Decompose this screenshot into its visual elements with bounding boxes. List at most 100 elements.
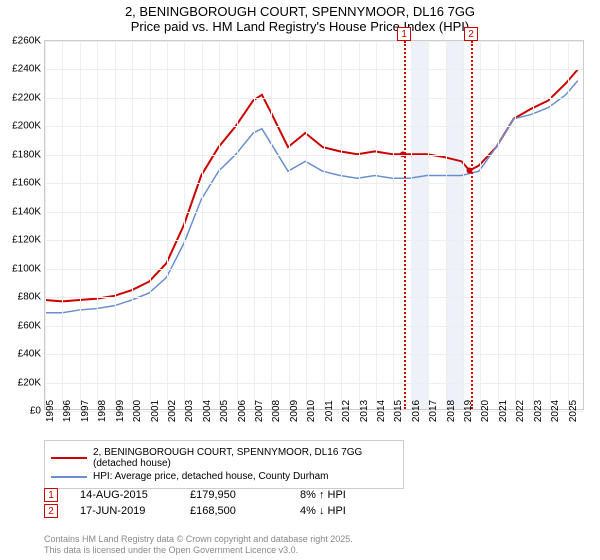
x-axis-label: 2005 — [219, 400, 230, 422]
gridline-vertical — [45, 41, 46, 409]
x-axis-label: 2024 — [550, 400, 561, 422]
gridline-vertical — [237, 41, 238, 409]
y-axis-label: £100K — [12, 263, 41, 274]
sale-marker-line — [404, 41, 406, 409]
sale-row: 1 14-AUG-2015£179,9508% ↑ HPI — [44, 488, 346, 502]
gridline-vertical — [254, 41, 255, 409]
footer-attribution: Contains HM Land Registry data © Crown c… — [44, 534, 353, 556]
x-axis-label: 1999 — [115, 400, 126, 422]
x-axis-label: 2003 — [184, 400, 195, 422]
x-axis-label: 2018 — [446, 400, 457, 422]
gridline-vertical — [568, 41, 569, 409]
gridline-vertical — [446, 41, 447, 409]
sale-row-marker: 2 — [44, 504, 58, 518]
x-axis-label: 2010 — [306, 400, 317, 422]
gridline-vertical — [202, 41, 203, 409]
footer-line-2: This data is licensed under the Open Gov… — [44, 545, 353, 556]
x-axis-label: 2022 — [515, 400, 526, 422]
x-axis-label: 2009 — [289, 400, 300, 422]
y-axis-label: £0 — [30, 406, 41, 417]
y-axis-label: £180K — [12, 149, 41, 160]
gridline-vertical — [62, 41, 63, 409]
legend-label: HPI: Average price, detached house, Coun… — [93, 471, 329, 482]
x-axis-label: 1997 — [80, 400, 91, 422]
legend-swatch — [51, 476, 87, 478]
sale-price: £168,500 — [190, 505, 300, 517]
y-axis-label: £20K — [18, 377, 41, 388]
gridline-vertical — [167, 41, 168, 409]
x-axis-label: 1995 — [45, 400, 56, 422]
y-axis-label: £60K — [18, 320, 41, 331]
y-axis-label: £200K — [12, 121, 41, 132]
gridline-horizontal — [45, 326, 583, 327]
sale-date: 14-AUG-2015 — [80, 489, 190, 501]
gridline-vertical — [97, 41, 98, 409]
gridline-vertical — [341, 41, 342, 409]
sale-marker-box: 1 — [397, 27, 411, 41]
x-axis-label: 2011 — [324, 400, 335, 422]
gridline-vertical — [324, 41, 325, 409]
x-axis-label: 2016 — [411, 400, 422, 422]
gridline-horizontal — [45, 354, 583, 355]
gridline-horizontal — [45, 269, 583, 270]
gridline-vertical — [533, 41, 534, 409]
gridline-horizontal — [45, 212, 583, 213]
x-axis-label: 2008 — [271, 400, 282, 422]
legend-item: HPI: Average price, detached house, Coun… — [51, 471, 397, 482]
sale-price: £179,950 — [190, 489, 300, 501]
gridline-vertical — [428, 41, 429, 409]
x-axis-label: 2015 — [393, 400, 404, 422]
gridline-vertical — [150, 41, 151, 409]
gridline-vertical — [550, 41, 551, 409]
gridline-vertical — [393, 41, 394, 409]
sale-date: 17-JUN-2019 — [80, 505, 190, 517]
x-axis-label: 2006 — [237, 400, 248, 422]
chart-title: 2, BENINGBOROUGH COURT, SPENNYMOOR, DL16… — [0, 0, 600, 34]
sales-table: 1 14-AUG-2015£179,9508% ↑ HPI 2 17-JUN-2019… — [44, 486, 346, 520]
gridline-vertical — [219, 41, 220, 409]
legend-swatch — [51, 457, 87, 459]
gridline-vertical — [289, 41, 290, 409]
gridline-vertical — [359, 41, 360, 409]
x-axis-label: 2025 — [568, 400, 579, 422]
gridline-vertical — [498, 41, 499, 409]
sale-row: 2 17-JUN-2019£168,5004% ↓ HPI — [44, 504, 346, 518]
gridline-vertical — [184, 41, 185, 409]
y-axis-label: £80K — [18, 292, 41, 303]
y-axis-label: £140K — [12, 206, 41, 217]
x-axis-label: 2013 — [359, 400, 370, 422]
sale-marker-line — [471, 41, 473, 409]
x-axis-label: 2000 — [132, 400, 143, 422]
chart-legend: 2, BENINGBOROUGH COURT, SPENNYMOOR, DL16… — [44, 440, 404, 489]
gridline-vertical — [515, 41, 516, 409]
x-axis-label: 1998 — [97, 400, 108, 422]
x-axis-label: 2020 — [480, 400, 491, 422]
x-axis-label: 2007 — [254, 400, 265, 422]
y-axis-label: £120K — [12, 235, 41, 246]
gridline-vertical — [306, 41, 307, 409]
gridline-vertical — [480, 41, 481, 409]
legend-label: 2, BENINGBOROUGH COURT, SPENNYMOOR, DL16… — [93, 447, 397, 469]
gridline-vertical — [115, 41, 116, 409]
x-axis-label: 2014 — [376, 400, 387, 422]
footer-line-1: Contains HM Land Registry data © Crown c… — [44, 534, 353, 545]
title-line-1: 2, BENINGBOROUGH COURT, SPENNYMOOR, DL16… — [0, 4, 600, 19]
gridline-vertical — [271, 41, 272, 409]
sale-delta: 4% ↓ HPI — [300, 505, 346, 517]
y-axis-label: £240K — [12, 64, 41, 75]
gridline-horizontal — [45, 126, 583, 127]
gridline-horizontal — [45, 383, 583, 384]
title-line-2: Price paid vs. HM Land Registry's House … — [0, 19, 600, 34]
sale-marker-box: 2 — [464, 27, 478, 41]
sale-delta: 8% ↑ HPI — [300, 489, 346, 501]
sale-row-marker: 1 — [44, 488, 58, 502]
y-axis-label: £40K — [18, 349, 41, 360]
gridline-horizontal — [45, 98, 583, 99]
gridline-horizontal — [45, 41, 583, 42]
x-axis-label: 2021 — [498, 400, 509, 422]
gridline-vertical — [411, 41, 412, 409]
gridline-vertical — [463, 41, 464, 409]
gridline-horizontal — [45, 240, 583, 241]
y-axis-label: £220K — [12, 92, 41, 103]
x-axis-label: 2012 — [341, 400, 352, 422]
